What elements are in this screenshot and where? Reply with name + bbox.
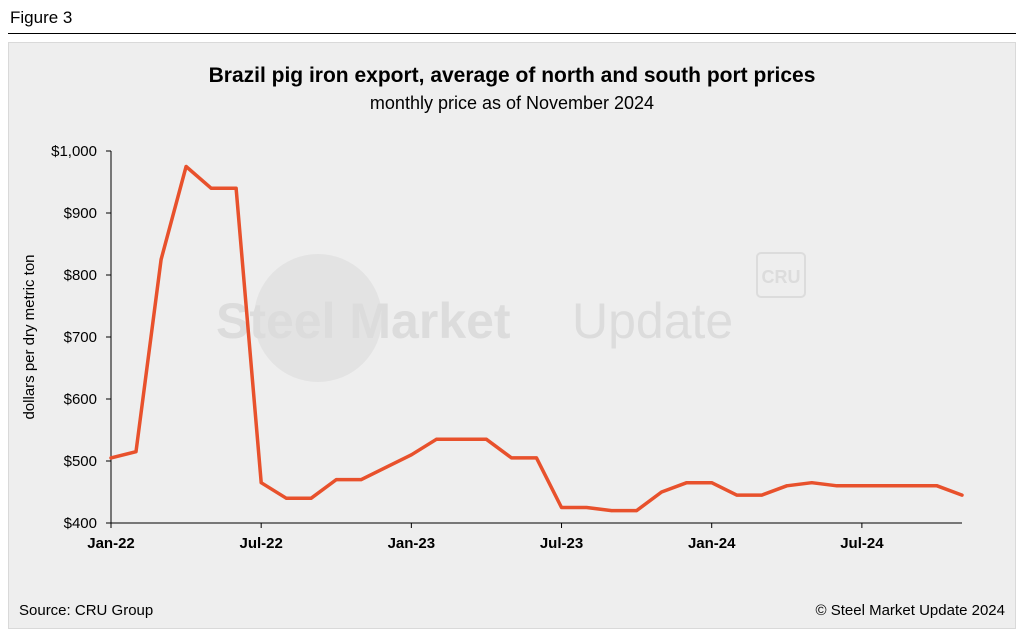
chart-panel: [8, 42, 1016, 629]
x-tick-label: Jul-24: [840, 535, 884, 552]
watermark-logo-circle: [254, 254, 382, 382]
y-tick-label: $500: [64, 453, 97, 470]
watermark: Steel Market Update CRU: [216, 252, 806, 382]
y-tick-label: $1,000: [51, 143, 97, 160]
data-point: [359, 478, 363, 482]
watermark-badge: [756, 252, 806, 298]
data-point: [284, 496, 288, 500]
data-point: [184, 165, 188, 168]
watermark-text-bold: Steel Market: [216, 293, 511, 349]
data-point: [209, 186, 213, 190]
data-point: [635, 509, 639, 513]
data-point: [159, 258, 163, 261]
data-point: [510, 456, 513, 460]
y-tick-label: $700: [64, 329, 97, 346]
data-point: [134, 450, 138, 454]
data-point: [334, 478, 338, 482]
data-point: [835, 484, 839, 488]
data-point: [735, 493, 739, 497]
data-point: [459, 437, 463, 441]
watermark-text-light: Update: [572, 293, 733, 349]
data-point: [109, 456, 113, 460]
data-point: [259, 481, 263, 485]
y-tick-label: $600: [64, 391, 97, 408]
top-rule: [8, 33, 1016, 34]
data-point: [810, 481, 814, 485]
y-tick-label: $800: [64, 267, 97, 284]
data-point: [935, 484, 939, 488]
data-point: [885, 484, 889, 488]
data-point: [560, 506, 563, 509]
y-tick-label: $400: [64, 515, 97, 532]
data-point: [384, 465, 388, 469]
copyright-note: © Steel Market Update 2024: [815, 602, 1006, 619]
data-point: [960, 493, 964, 497]
data-point: [434, 437, 438, 441]
x-tick-label: Jul-23: [540, 535, 583, 552]
chart-title: Brazil pig iron export, average of north…: [208, 64, 816, 87]
x-tick-label: Jul-22: [239, 535, 282, 552]
data-point: [484, 437, 488, 441]
data-point: [785, 484, 789, 488]
source-note: Source: CRU Group: [19, 602, 154, 619]
data-point: [309, 496, 313, 500]
data-point: [760, 493, 764, 497]
data-point: [710, 481, 714, 485]
y-tick-label: $900: [64, 205, 97, 222]
y-axis-label: dollars per dry metric ton: [21, 254, 38, 419]
x-tick-label: Jan-24: [688, 535, 736, 552]
data-point: [860, 484, 864, 488]
data-point: [234, 186, 238, 190]
data-point: [585, 506, 589, 509]
data-point: [409, 453, 413, 457]
chart-subtitle: monthly price as of November 2024: [369, 93, 655, 113]
x-tick-label: Jan-23: [388, 535, 436, 552]
watermark-badge-text: CRU: [762, 267, 801, 287]
x-tick-label: Jan-22: [87, 535, 135, 552]
data-point: [610, 509, 614, 513]
data-point: [910, 484, 914, 488]
data-point: [535, 456, 538, 460]
data-point: [685, 481, 689, 485]
figure-label: Figure 3: [10, 8, 73, 27]
data-point: [660, 490, 664, 494]
